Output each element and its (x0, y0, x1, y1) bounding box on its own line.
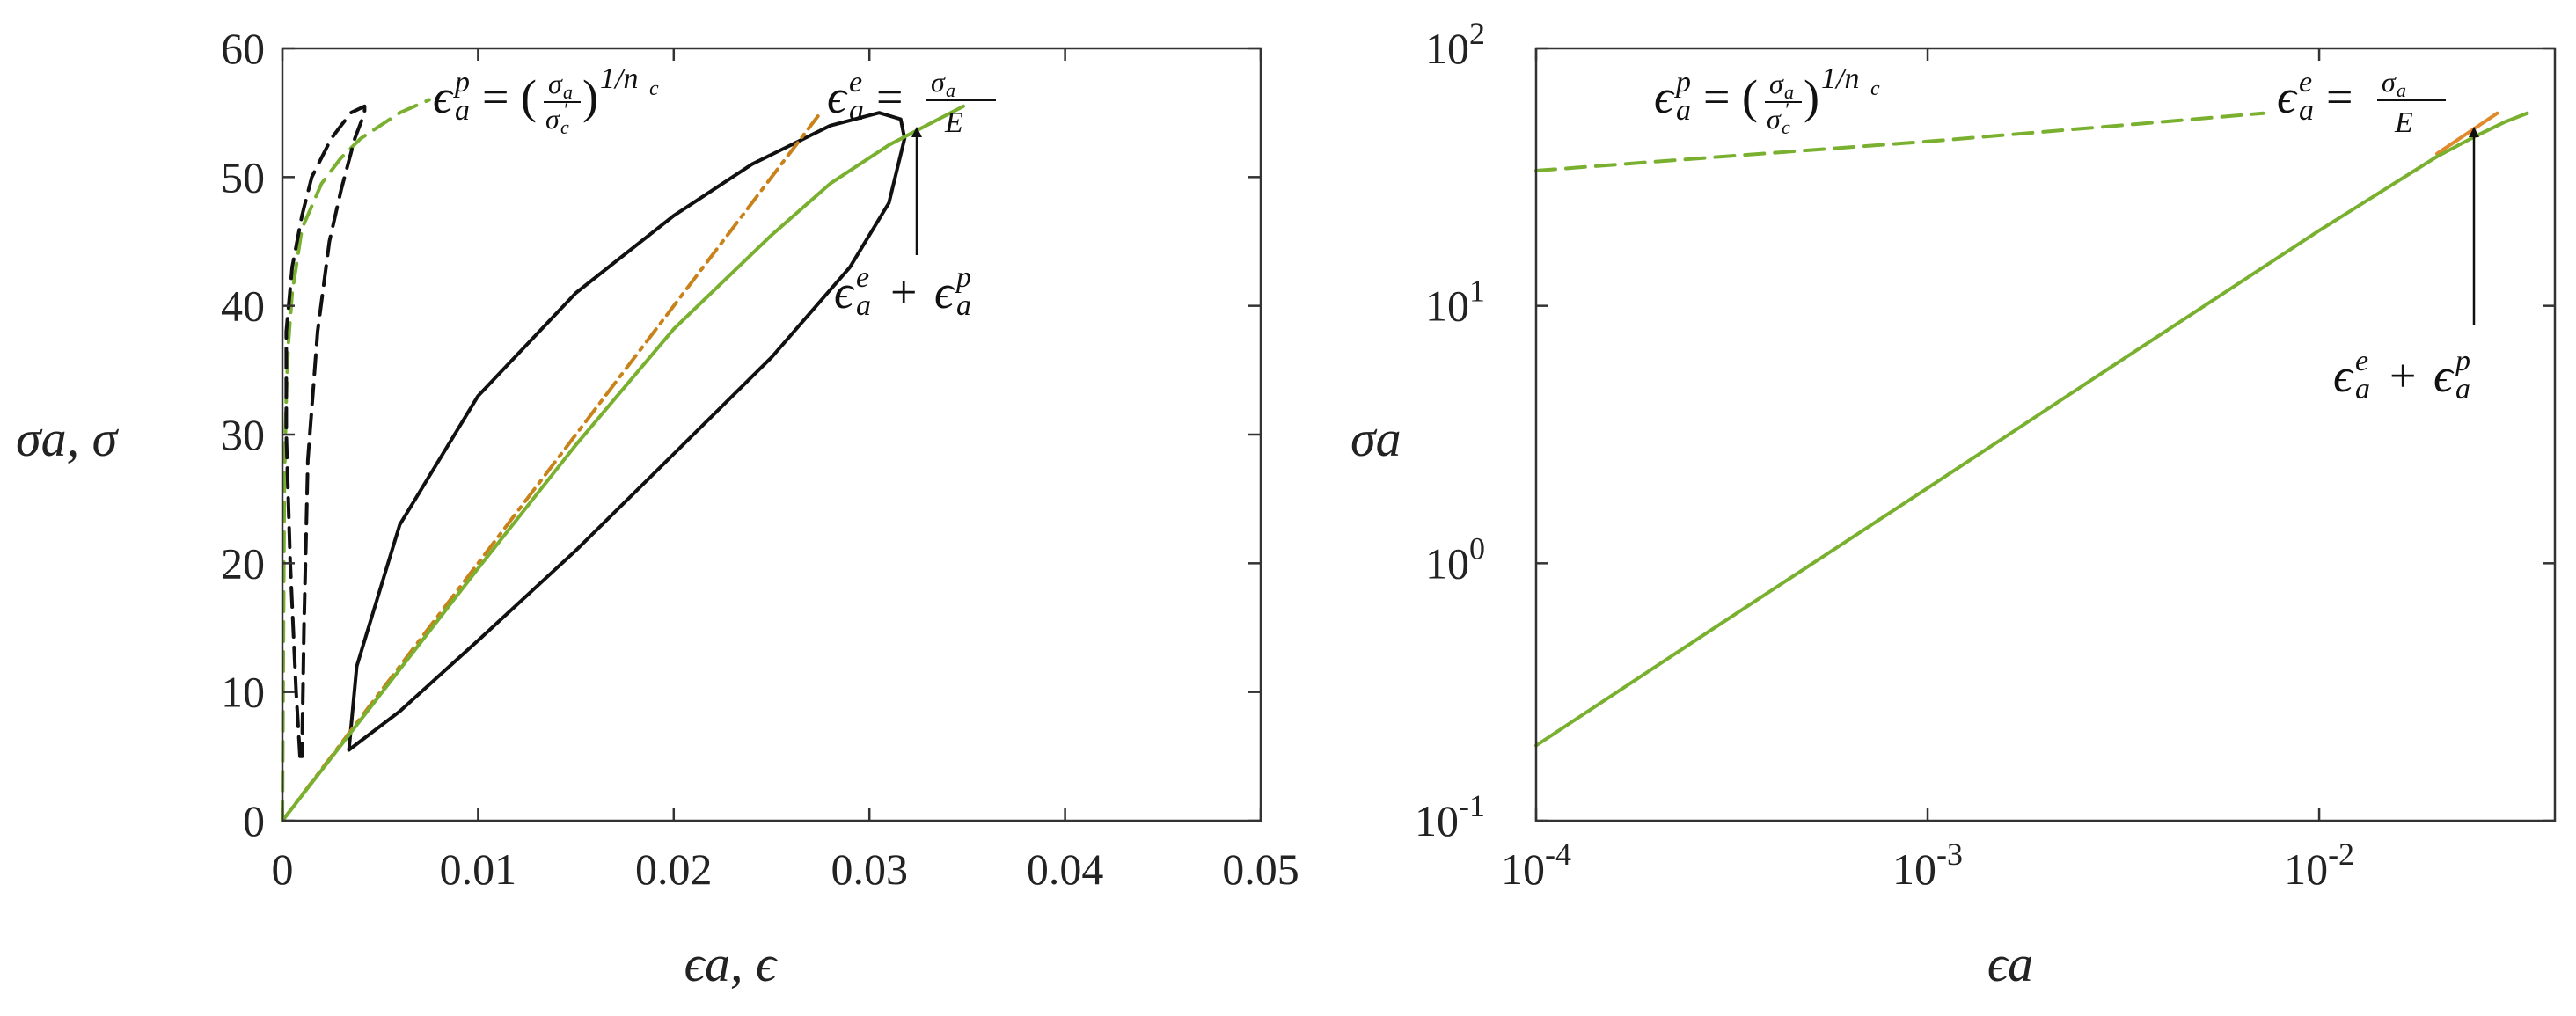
svg-text:ϵ: ϵ (2277, 70, 2298, 123)
right-annotation-total: ϵ a e + ϵ a p (2333, 127, 2479, 406)
left-x-tick-label: 0.03 (831, 844, 908, 894)
svg-text:= (: = ( (1703, 70, 1758, 123)
left-y-tick-label: 60 (221, 24, 265, 73)
svg-text:p: p (955, 261, 971, 294)
left-y-tick-label: 10 (221, 668, 265, 717)
svg-text:ϵ: ϵ (834, 266, 855, 318)
svg-text:′: ′ (1784, 99, 1789, 121)
left-x-tick-label: 0.02 (635, 844, 713, 894)
right-x-tick-label: 10-2 (2284, 837, 2354, 894)
svg-text:= (: = ( (482, 70, 537, 123)
svg-text:σ: σ (2382, 66, 2397, 98)
left-x-tick-label: 0.05 (1222, 844, 1299, 894)
svg-text:E: E (2394, 106, 2413, 139)
svg-text:a: a (1784, 81, 1794, 103)
left-axes-frame (281, 47, 1262, 822)
svg-text:ϵ: ϵ (827, 70, 848, 123)
svg-text:c: c (1870, 77, 1880, 100)
left-y-tick-label: 40 (221, 281, 265, 331)
right-series-1-line (2435, 111, 2499, 156)
svg-text:ϵ: ϵ (2333, 349, 2354, 402)
svg-text:′: ′ (563, 99, 568, 121)
left-y-axis-label: σa, σ (16, 410, 120, 467)
left-x-tick-label: 0.04 (1027, 844, 1104, 894)
svg-text:e: e (849, 66, 862, 99)
left-ticks: 0 0.01 0.02 0.03 0.04 0.05 0 10 20 30 40 50 60 (221, 24, 1299, 894)
left-y-tick-label: 30 (221, 410, 265, 459)
svg-text:σ: σ (548, 68, 563, 99)
svg-text:e: e (2355, 345, 2368, 377)
svg-text:a: a (1676, 94, 1691, 127)
left-series-1-line (284, 104, 367, 758)
svg-text:a: a (2299, 94, 2314, 127)
svg-text:=: = (876, 70, 903, 123)
left-annotation-total: ϵ a e + ϵ a p (834, 127, 971, 322)
svg-text:ϵ: ϵ (1654, 70, 1675, 123)
left-x-tick-label: 0.01 (440, 844, 517, 894)
right-y-tick-label: 102 (1425, 16, 1485, 73)
right-series-2-line (1534, 111, 2529, 748)
svg-text:a: a (2455, 373, 2470, 406)
svg-text:e: e (856, 261, 869, 294)
svg-text:a: a (856, 289, 871, 322)
right-plot-area (1534, 111, 2529, 748)
svg-text:=: = (2326, 70, 2353, 123)
left-series-4-line (281, 104, 965, 822)
right-y-axis-label: σa (1350, 410, 1401, 467)
left-x-axis-label: ϵa, ϵ (684, 935, 779, 992)
svg-text:p: p (1674, 66, 1691, 99)
left-panel: 0 0.01 0.02 0.03 0.04 0.05 0 10 20 30 40 50 60 σa, σ… (16, 24, 1299, 992)
svg-text:σ: σ (1769, 68, 1784, 99)
left-plot-area (281, 98, 965, 822)
svg-text:E: E (944, 106, 963, 139)
right-y-tick-label: 10-1 (1415, 788, 1485, 845)
svg-text:+: + (2389, 349, 2416, 402)
left-series-0-line (281, 98, 431, 822)
right-axes-frame (1534, 47, 2557, 822)
svg-text:a: a (455, 94, 470, 127)
svg-text:a: a (956, 289, 971, 322)
right-y-tick-label: 101 (1425, 274, 1485, 331)
svg-text:): ) (582, 70, 598, 123)
svg-text:1/n: 1/n (1821, 62, 1859, 95)
right-series-0-line (1534, 111, 2265, 172)
left-y-tick-label: 50 (221, 152, 265, 201)
left-x-tick-label: 0 (272, 844, 294, 894)
svg-text:): ) (1804, 70, 1819, 123)
svg-text:σ: σ (1767, 103, 1782, 135)
svg-text:p: p (453, 66, 470, 99)
svg-text:c: c (649, 77, 659, 100)
right-x-tick-label: 10-4 (1501, 837, 1571, 894)
svg-text:1/n: 1/n (600, 62, 638, 95)
svg-text:p: p (2454, 345, 2470, 377)
svg-text:+: + (890, 266, 917, 318)
svg-text:a: a (2397, 79, 2406, 101)
svg-text:e: e (2299, 66, 2312, 99)
left-y-tick-label: 0 (243, 796, 265, 845)
svg-text:a: a (946, 79, 955, 101)
right-x-axis-label: ϵa (1987, 935, 2033, 992)
svg-text:a: a (2355, 373, 2370, 406)
svg-text:c: c (560, 116, 569, 138)
svg-text:ϵ: ϵ (2433, 349, 2455, 402)
left-y-tick-label: 20 (221, 538, 265, 588)
right-ticks: 10-4 10-3 10-2 10-1 100 101 102 (1415, 16, 2555, 894)
svg-text:a: a (563, 81, 573, 103)
svg-text:ϵ: ϵ (934, 266, 955, 318)
left-series-2-line (347, 111, 907, 752)
svg-text:c: c (1782, 116, 1790, 138)
svg-text:σ: σ (931, 66, 946, 98)
svg-text:a: a (849, 94, 864, 127)
svg-text:ϵ: ϵ (433, 70, 454, 123)
svg-text:σ: σ (545, 103, 560, 135)
right-x-tick-label: 10-3 (1892, 837, 1963, 894)
right-y-tick-label: 100 (1425, 530, 1485, 588)
